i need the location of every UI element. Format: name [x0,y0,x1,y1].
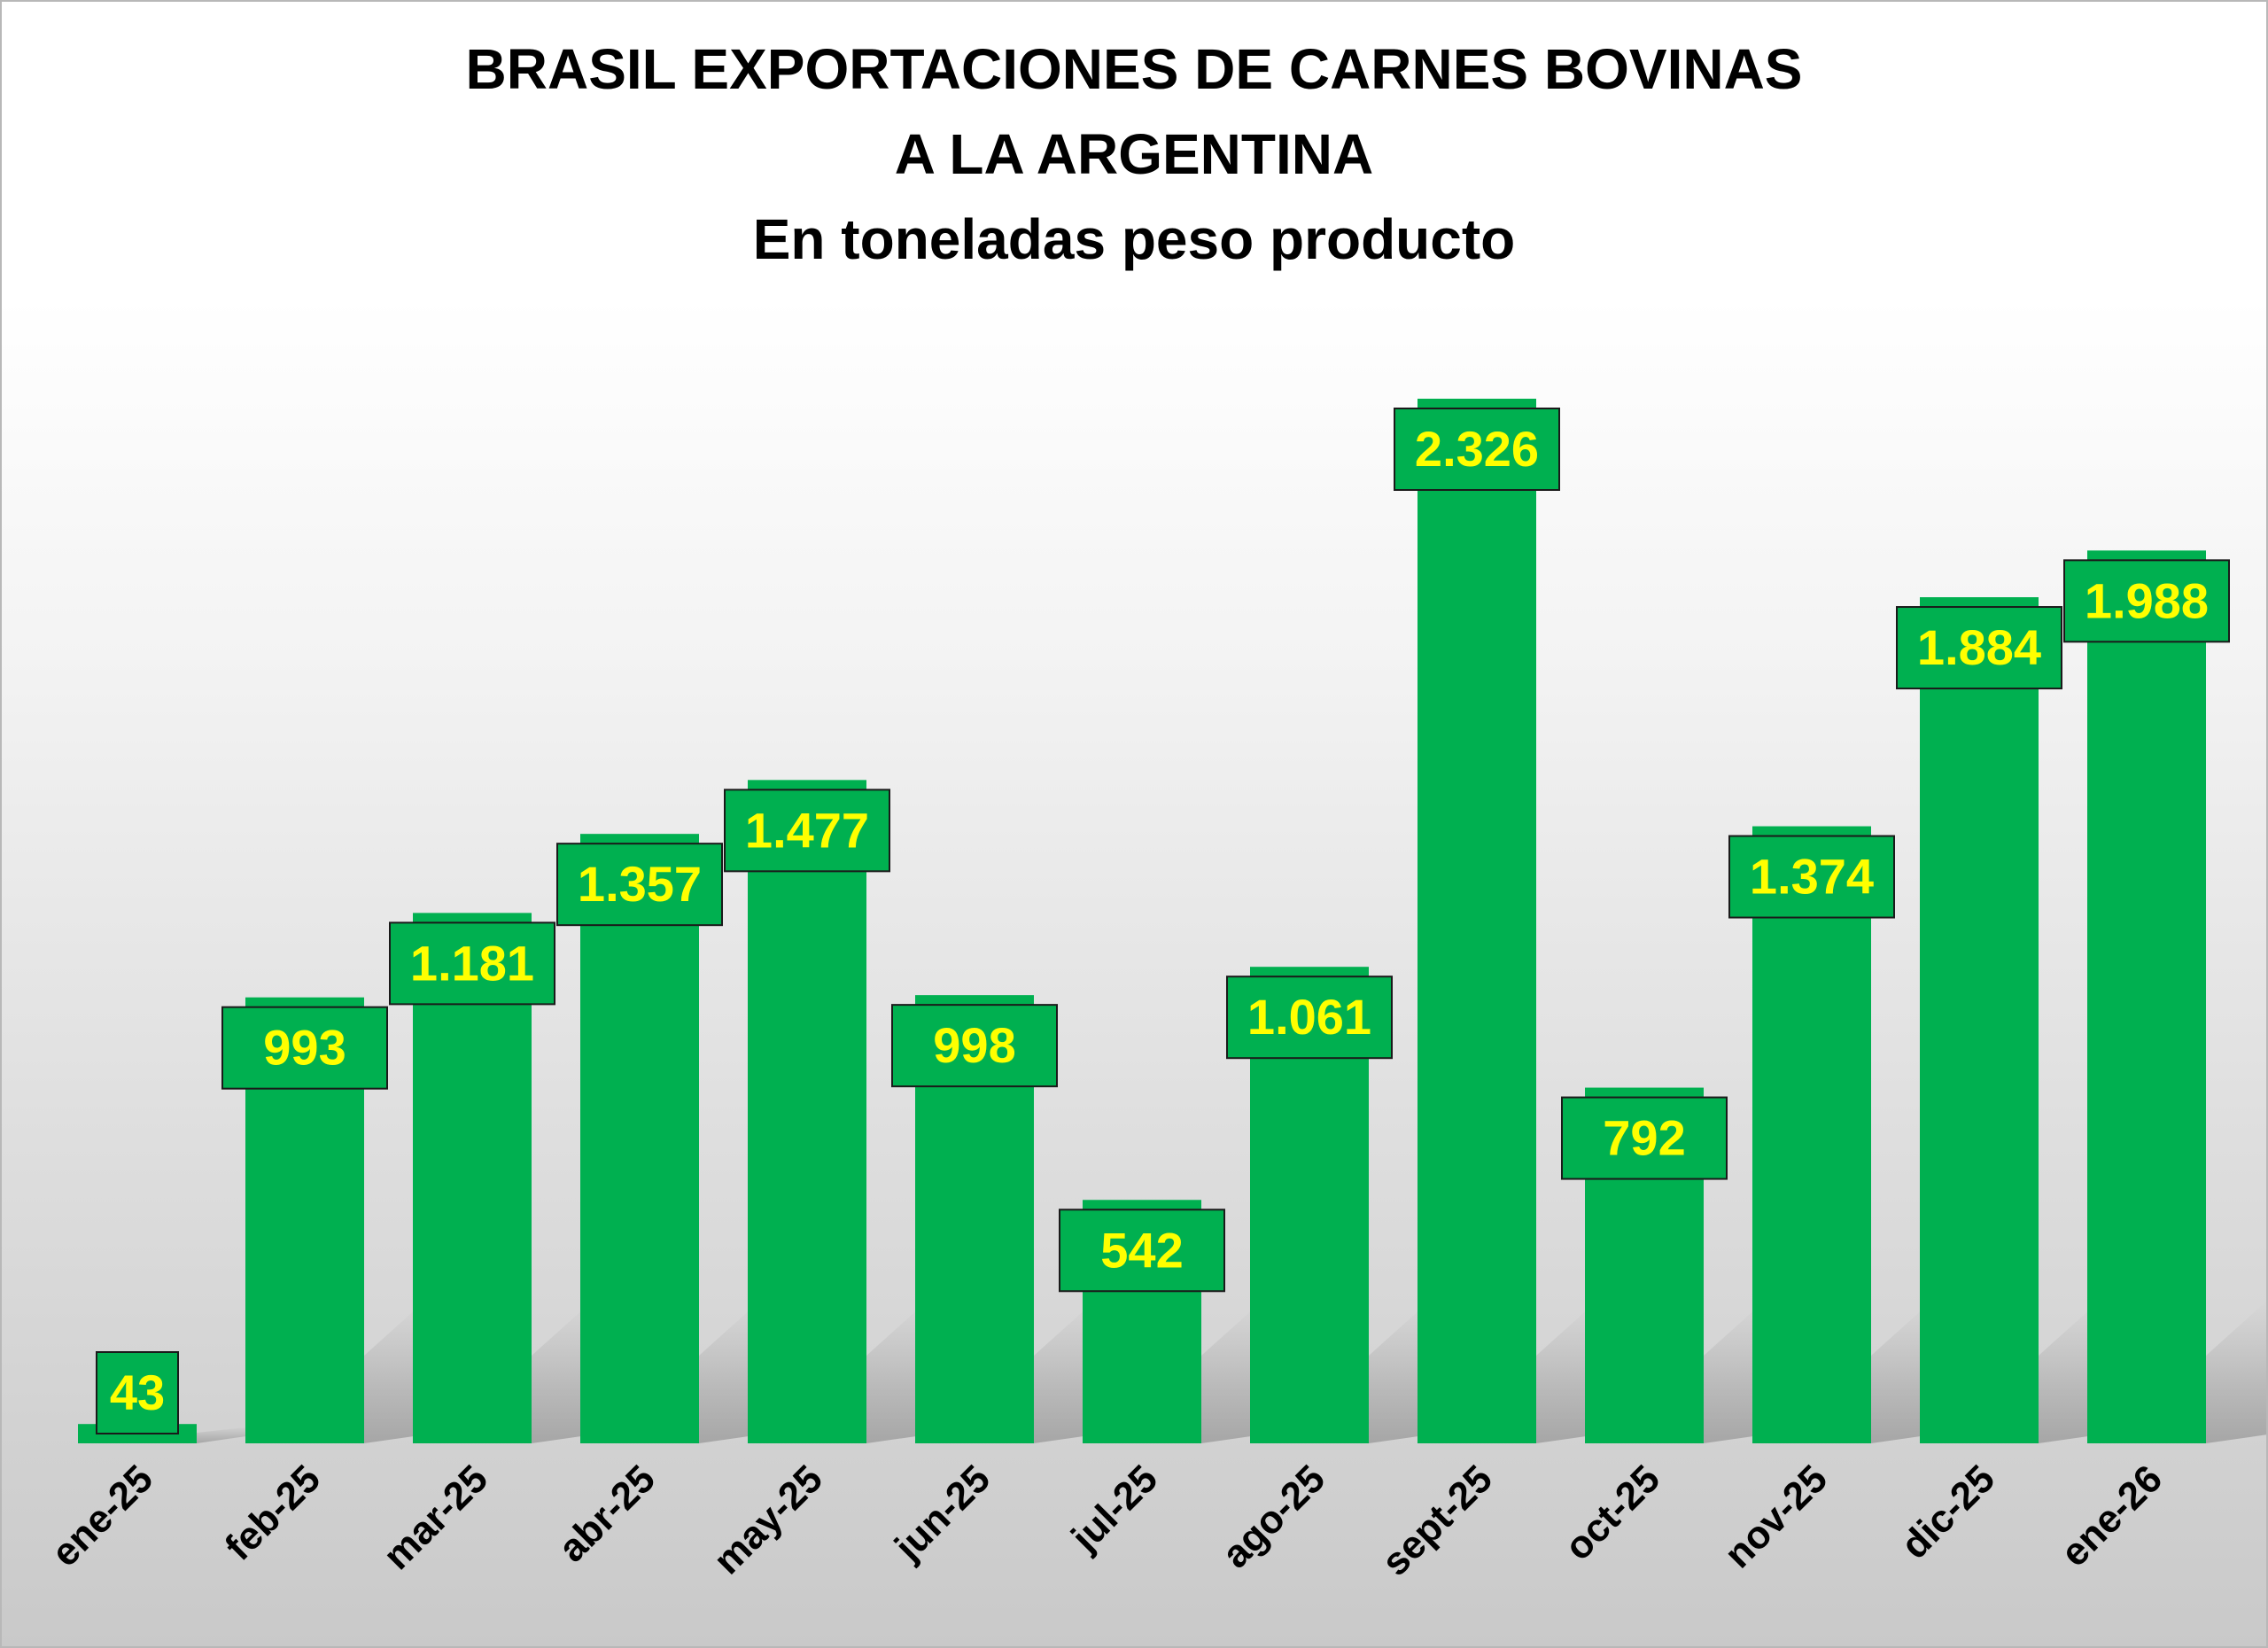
data-label-box-nov-25 [1728,835,1895,919]
chart-subtitle: En toneladas peso producto [752,207,1516,271]
data-label-ene-25: 43 [110,1364,165,1420]
data-label-nov-25: 1.374 [1750,849,1874,905]
data-label-feb-25: 993 [263,1020,346,1076]
bar-shadow-sept-25 [1536,1300,1598,1443]
bar-shadow-oct-25 [1704,1300,1766,1443]
bar-shadow-dic-25 [2039,1300,2101,1443]
bar-ene-26 [2087,550,2206,1443]
data-label-ago-25: 1.061 [1247,989,1371,1045]
data-label-sept-25: 2.326 [1415,421,1539,477]
data-label-jun-25: 998 [933,1017,1015,1073]
x-tick-label-feb-25: feb-25 [217,1457,329,1568]
data-labels: 43 993 1.181 1.357 1.477 998 542 1.061 2.326 792 1… [96,408,2230,1434]
x-tick-label-sept-25: sept-25 [1373,1457,1501,1584]
data-label-box-feb-25 [221,1006,388,1090]
x-tick-label-nov-25: nov-25 [1716,1457,1836,1576]
data-label-box-jun-25 [891,1004,1058,1088]
data-label-dic-25: 1.884 [1917,619,2041,675]
data-label-mar-25: 1.181 [410,935,534,991]
bar-shadow-abr-25 [699,1300,761,1443]
x-tick-label-ene-26: ene-26 [2053,1457,2171,1574]
data-label-abr-25: 1.357 [578,856,702,912]
data-label-box-ene-25 [96,1351,179,1434]
bar-nov-25 [1752,826,1871,1443]
data-label-box-may-25 [724,789,890,873]
x-tick-label-abr-25: abr-25 [550,1457,664,1570]
bar-shadow-nov-25 [1871,1300,1933,1443]
data-label-oct-25: 792 [1603,1110,1685,1166]
data-label-box-ago-25 [1226,976,1393,1060]
bar-shadows [197,1300,2266,1443]
bar-shadow-jun-25 [1034,1300,1096,1443]
data-label-ene-26: 1.988 [2085,572,2209,628]
x-tick-label-jun-25: jun-25 [886,1457,998,1569]
bar-shadow-may-25 [866,1300,928,1443]
bar-dic-25 [1920,597,2039,1443]
chart-title-line-1: BRASIL EXPORTACIONES DE CARNES BOVINAS [465,37,1803,101]
data-label-jul-25: 542 [1100,1222,1183,1278]
bar-shadow-ago-25 [1369,1300,1431,1443]
x-tick-label-ene-25: ene-25 [43,1457,161,1574]
bar-shadow-ene-26 [2206,1301,2266,1443]
data-label-box-oct-25 [1561,1096,1728,1180]
x-tick-label-may-25: may-25 [705,1457,831,1582]
bar-sept-25 [1418,399,1536,1443]
bar-shadow-mar-25 [532,1300,594,1443]
data-label-box-abr-25 [556,843,723,927]
x-tick-label-ago-25: ago-25 [1214,1457,1333,1576]
chart-title-line-2: A LA ARGENTINA [894,122,1374,186]
data-label-may-25: 1.477 [745,802,869,858]
data-label-box-mar-25 [389,921,555,1006]
bar-shadow-ene-25 [197,1426,259,1443]
x-tick-label-mar-25: mar-25 [375,1457,496,1578]
bar-may-25 [748,780,866,1443]
x-tick-label-dic-25: dic-25 [1892,1457,2003,1567]
bar-abr-25 [580,834,699,1443]
x-tick-label-oct-25: oct-25 [1557,1457,1668,1568]
data-label-box-sept-25 [1394,408,1560,491]
data-label-box-dic-25 [1896,606,2062,690]
x-axis-tick-labels: ene-25 feb-25 mar-25 abr-25 may-25 jun-25 jul-… [43,1457,2171,1584]
bar-shadow-jul-25 [1201,1300,1263,1443]
x-tick-label-jul-25: jul-25 [1062,1457,1166,1560]
bar-shadow-feb-25 [364,1300,426,1443]
data-label-box-ene-26 [2063,559,2230,643]
data-label-box-jul-25 [1059,1209,1225,1293]
